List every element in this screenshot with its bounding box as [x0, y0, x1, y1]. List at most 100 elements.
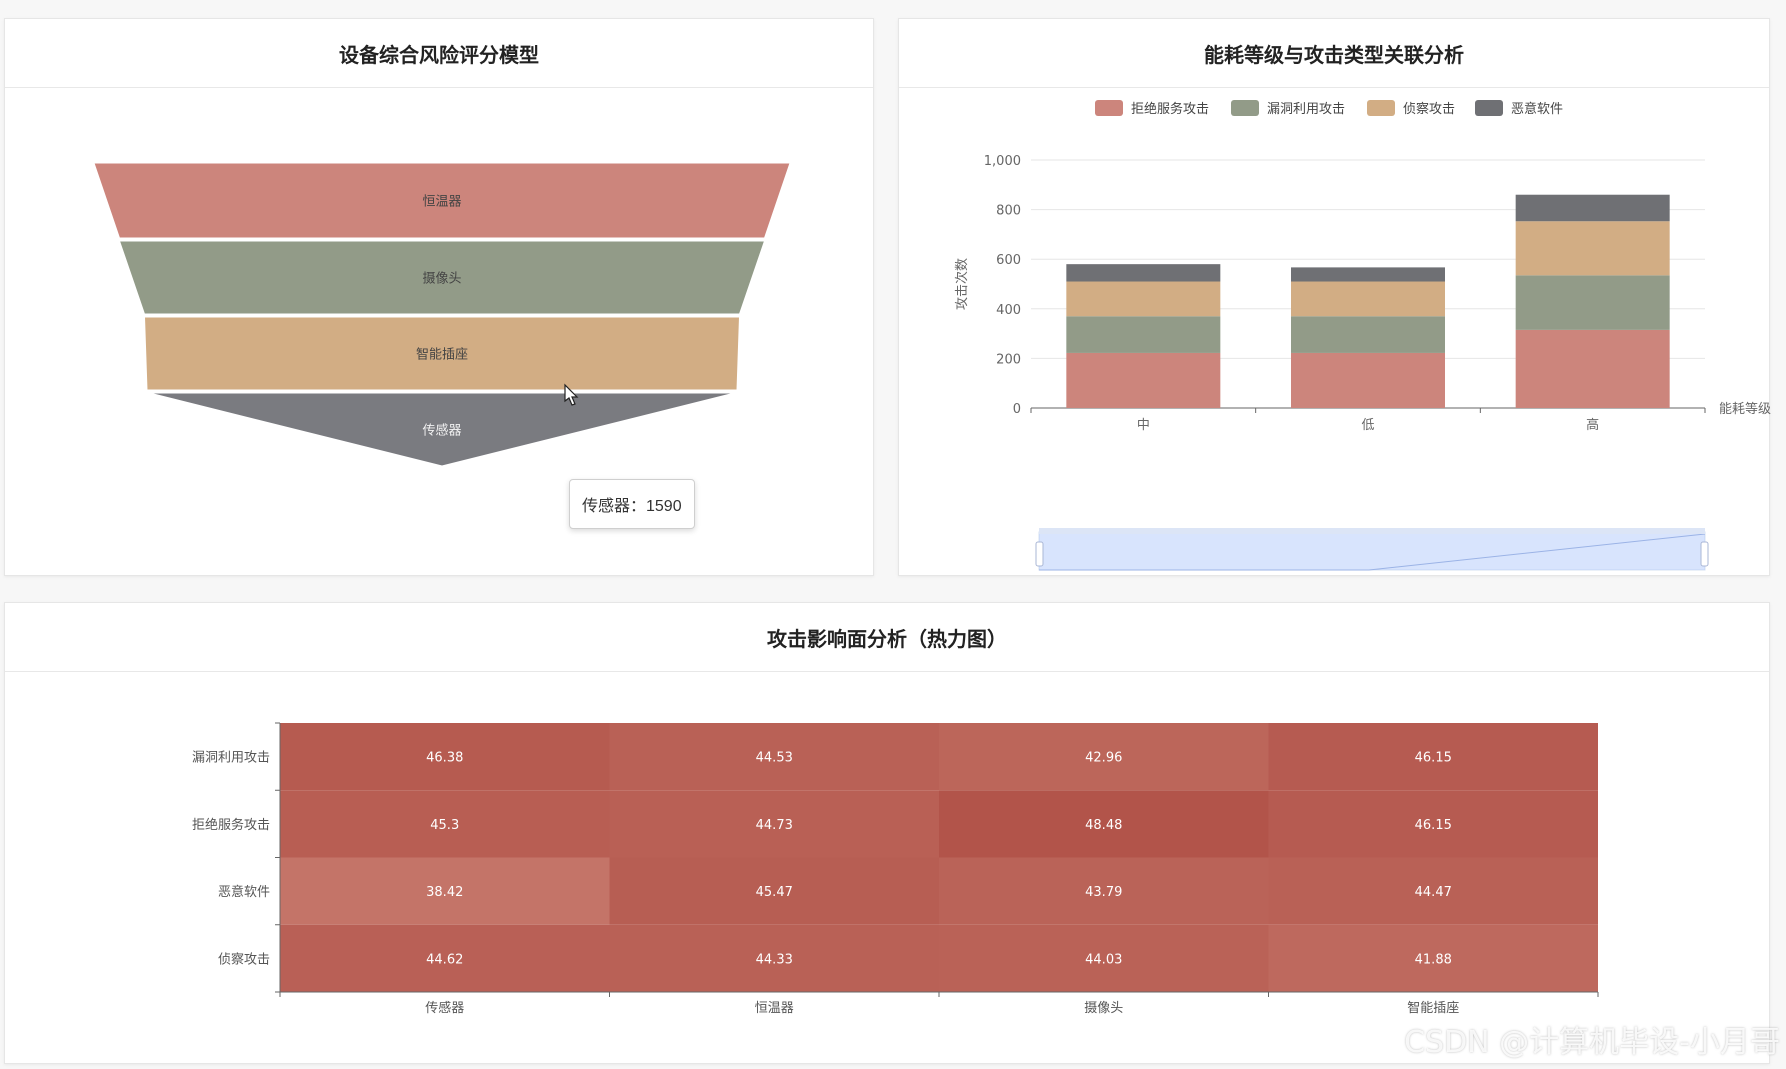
- heatmap-value: 44.03: [1085, 952, 1122, 967]
- bar-segment: [1291, 352, 1445, 408]
- heatmap-chart: 46.38 44.53 42.96 46.15 漏洞利用攻击 45.3 44.73 48.48…: [192, 722, 1599, 1016]
- heatmap-cell: [609, 924, 939, 992]
- funnel-label: 智能插座: [416, 348, 468, 363]
- heatmap-value: 41.88: [1415, 952, 1452, 967]
- heatmap-value: 38.42: [426, 885, 463, 900]
- bar-segment: [1066, 352, 1221, 408]
- datazoom-handle-left: [1035, 541, 1044, 567]
- heatmap-value: 46.38: [426, 751, 463, 766]
- heatmap-x-label: 传感器: [425, 1000, 464, 1016]
- heatmap-value: 44.33: [756, 952, 793, 967]
- legend-label: 拒绝服务攻击: [1131, 101, 1209, 117]
- heatmap-cell: [1268, 924, 1598, 992]
- heatmap-cell: [280, 924, 610, 992]
- x-axis-label: 能耗等级: [1719, 401, 1771, 417]
- heatmap-value: 42.96: [1085, 751, 1122, 766]
- heatmap-value: 43.79: [1085, 885, 1122, 900]
- funnel-tooltip: 传感器：1590: [569, 479, 695, 529]
- bar-segment: [1066, 281, 1221, 317]
- legend-swatch: [1475, 100, 1503, 116]
- heatmap-x-label: 摄像头: [1084, 1001, 1123, 1016]
- funnel-label: 传感器: [422, 423, 461, 439]
- heatmap-value: 44.47: [1415, 885, 1452, 900]
- datazoom-selection: [1039, 532, 1705, 570]
- y-tick-label: 400: [996, 303, 1021, 318]
- heatmap-cell: [1268, 857, 1598, 925]
- heatmap-y-label: 漏洞利用攻击: [192, 750, 270, 766]
- y-tick-label: 600: [996, 253, 1021, 268]
- bar-segment: [1291, 316, 1445, 353]
- legend-swatch: [1367, 100, 1395, 116]
- heatmap-cell: [280, 790, 610, 858]
- x-tick-label: 低: [1361, 418, 1374, 433]
- heatmap-y-label: 拒绝服务攻击: [192, 817, 270, 833]
- datazoom-track: [1038, 531, 1706, 571]
- heatmap-cell: [1268, 723, 1598, 791]
- cursor-icon: [564, 383, 579, 406]
- y-tick-label: 0: [1013, 402, 1021, 417]
- heatmap-cell: [939, 857, 1269, 925]
- legend-swatch: [1095, 100, 1123, 116]
- y-tick-label: 1,000: [984, 154, 1021, 169]
- watermark: CSDN @计算机毕设-小月哥: [1404, 1025, 1780, 1060]
- heatmap-value: 44.62: [426, 952, 463, 967]
- legend-label: 漏洞利用攻击: [1267, 101, 1345, 117]
- bar-segment: [1515, 194, 1670, 222]
- x-tick-label: 中: [1137, 418, 1150, 433]
- heatmap-x-label: 智能插座: [1407, 1001, 1459, 1016]
- bar-segment: [1066, 264, 1221, 282]
- datazoom-handle-right: [1700, 541, 1709, 567]
- heatmap-cell: [609, 790, 939, 858]
- heatmap-y-label: 侦察攻击: [218, 952, 270, 967]
- datazoom-top-bar: [1039, 528, 1705, 534]
- bar-segment: [1291, 267, 1445, 282]
- funnel-segment: [149, 392, 735, 467]
- heatmap-cell: [1268, 790, 1598, 858]
- heatmap-cell: [939, 924, 1269, 992]
- heatmap-value: 45.47: [756, 885, 793, 900]
- heatmap-panel: 攻击影响面分析（热力图） 46.38 44.53 42.96 46.15 漏洞利用攻击 4…: [4, 602, 1770, 1064]
- heatmap-value: 44.73: [756, 818, 793, 833]
- funnel-panel: 设备综合风险评分模型 恒温器摄像头智能插座传感器 传感器：1590: [4, 18, 874, 576]
- funnel-title: 设备综合风险评分模型: [339, 42, 539, 67]
- heatmap-x-label: 恒温器: [755, 1001, 794, 1016]
- heatmap-cell: [939, 723, 1269, 791]
- funnel-segment: [143, 316, 741, 391]
- heatmap-cell: [609, 723, 939, 791]
- heatmap-value: 48.48: [1085, 818, 1122, 833]
- bar-segment: [1515, 329, 1670, 408]
- funnel-segment: [93, 162, 791, 239]
- heatmap-cell: [939, 790, 1269, 858]
- legend-label: 恶意软件: [1511, 101, 1563, 117]
- heatmap-cell: [280, 857, 610, 925]
- y-tick-label: 200: [996, 352, 1021, 367]
- funnel-label: 摄像头: [422, 272, 461, 287]
- heatmap-cell: [609, 857, 939, 925]
- heatmap-value: 45.3: [430, 818, 459, 833]
- funnel-panel-header: 设备综合风险评分模型: [5, 19, 873, 88]
- bar-segment: [1515, 275, 1670, 330]
- bar-segment: [1066, 316, 1221, 353]
- stacked-bar-chart: 拒绝服务攻击 漏洞利用攻击 侦察攻击 恶意软件 0 200 400 600 800 1,000 攻击…: [954, 100, 1771, 571]
- x-tick-label: 高: [1586, 417, 1599, 433]
- y-axis-label: 攻击次数: [954, 258, 970, 310]
- heatmap-value: 46.15: [1415, 751, 1452, 766]
- heatmap-title: 攻击影响面分析（热力图）: [767, 626, 1007, 651]
- cursor-hand-shape: [564, 383, 579, 406]
- heatmap-y-label: 恶意软件: [218, 884, 270, 900]
- legend-label: 侦察攻击: [1403, 102, 1455, 117]
- y-tick-label: 800: [996, 204, 1021, 219]
- bar-panel: 能耗等级与攻击类型关联分析 拒绝服务攻击 漏洞利用攻击 侦察攻击 恶意软件 0 200 40…: [898, 18, 1771, 576]
- bar-title: 能耗等级与攻击类型关联分析: [1204, 42, 1464, 67]
- heatmap-value: 46.15: [1415, 818, 1452, 833]
- bar-segment: [1291, 281, 1445, 317]
- bar-segment: [1515, 221, 1670, 276]
- legend-swatch: [1231, 100, 1259, 116]
- funnel-segment: [118, 240, 766, 315]
- bar-panel-header: 能耗等级与攻击类型关联分析: [899, 19, 1769, 88]
- funnel-label: 恒温器: [422, 195, 461, 210]
- heatmap-cell: [280, 723, 610, 791]
- datazoom-shadow: [1039, 533, 1706, 571]
- heatmap-panel-header: 攻击影响面分析（热力图）: [5, 603, 1769, 672]
